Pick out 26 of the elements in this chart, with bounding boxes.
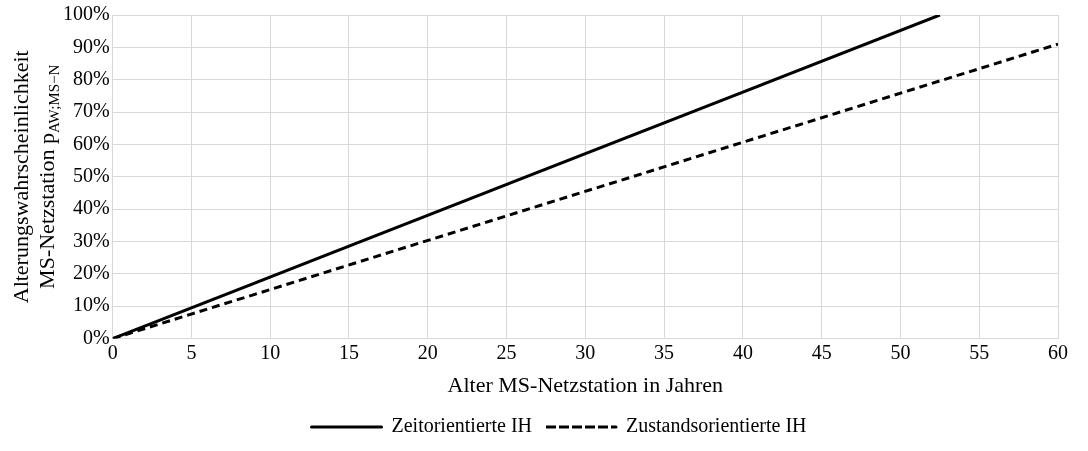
x-tick-label: 30 (575, 340, 596, 363)
x-tick-label: 20 (417, 340, 438, 363)
y-tick-label: 40% (72, 196, 110, 219)
legend-label: Zeitorientierte IH (391, 414, 533, 437)
y-tick-label: 20% (72, 261, 110, 284)
legend-label: Zustandsorientierte IH (626, 414, 807, 437)
y-tick-label: 50% (72, 164, 110, 187)
x-tick-label: 10 (260, 340, 281, 363)
x-axis-title: Alter MS-Netzstation in Jahren (447, 371, 724, 397)
y-tick-label: 0% (82, 325, 110, 348)
y-tick-label: 10% (72, 293, 110, 316)
y-tick-label: 60% (72, 131, 110, 154)
x-tick-label: 40 (732, 340, 753, 363)
x-tick-label: 15 (339, 340, 359, 363)
y-tick-label: 30% (72, 228, 110, 251)
y-tick-label: 100% (62, 2, 110, 25)
x-tick-label: 35 (654, 340, 675, 363)
x-tick-label: 5 (186, 340, 197, 363)
x-tick-label: 50 (890, 340, 911, 363)
y-tick-label: 70% (72, 99, 110, 122)
x-tick-label: 55 (969, 340, 990, 363)
x-tick-label: 25 (496, 340, 517, 363)
x-tick-label: 45 (811, 340, 832, 363)
y-tick-label: 90% (72, 34, 110, 57)
x-tick-label: 60 (1048, 340, 1068, 363)
y-tick-label: 80% (72, 66, 110, 89)
